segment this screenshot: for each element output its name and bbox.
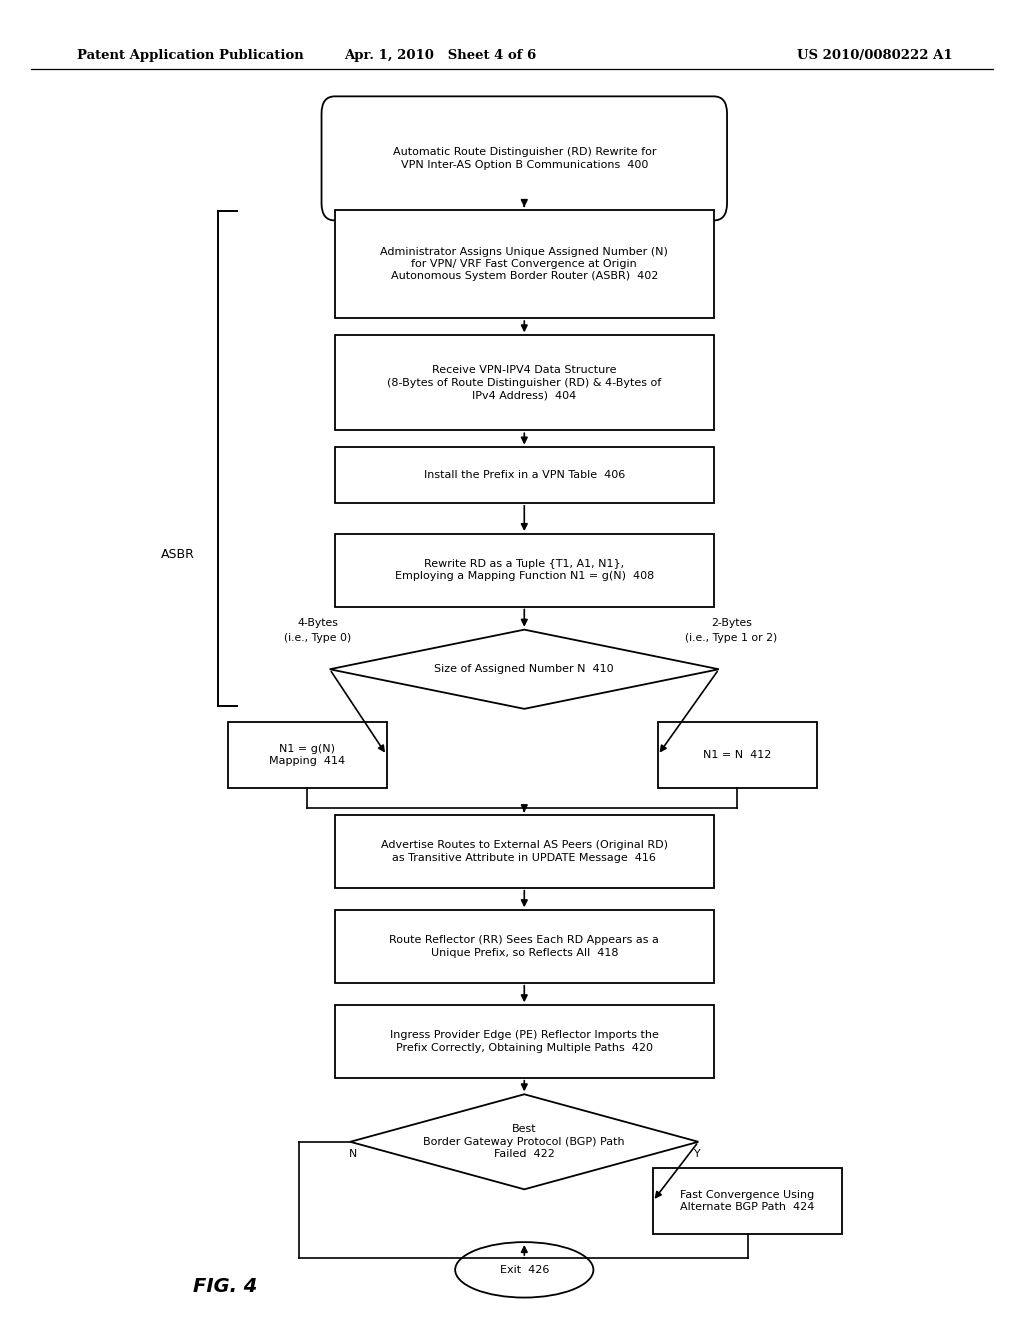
- Text: Ingress Provider Edge (PE) Reflector Imports the
Prefix Correctly, Obtaining Mul: Ingress Provider Edge (PE) Reflector Imp…: [390, 1031, 658, 1052]
- Text: Best
Border Gateway Protocol (BGP) Path
Failed  422: Best Border Gateway Protocol (BGP) Path …: [424, 1125, 625, 1159]
- Text: ASBR: ASBR: [161, 548, 195, 561]
- Text: Receive VPN-IPV4 Data Structure
(8-Bytes of Route Distinguisher (RD) & 4-Bytes o: Receive VPN-IPV4 Data Structure (8-Bytes…: [387, 366, 662, 400]
- Bar: [335, 210, 714, 318]
- Text: N1 = g(N)
Mapping  414: N1 = g(N) Mapping 414: [269, 744, 345, 766]
- Text: Apr. 1, 2010   Sheet 4 of 6: Apr. 1, 2010 Sheet 4 of 6: [344, 49, 537, 62]
- Text: Y: Y: [693, 1148, 699, 1159]
- Text: Install the Prefix in a VPN Table  406: Install the Prefix in a VPN Table 406: [424, 470, 625, 480]
- Text: Size of Assigned Number N  410: Size of Assigned Number N 410: [434, 664, 614, 675]
- Text: (i.e., Type 0): (i.e., Type 0): [284, 632, 351, 643]
- Text: Fast Convergence Using
Alternate BGP Path  424: Fast Convergence Using Alternate BGP Pat…: [680, 1191, 815, 1212]
- Bar: [335, 1006, 714, 1077]
- Text: FIG. 4: FIG. 4: [194, 1278, 257, 1296]
- Bar: [335, 911, 714, 982]
- Text: Advertise Routes to External AS Peers (Original RD)
as Transitive Attribute in U: Advertise Routes to External AS Peers (O…: [381, 841, 668, 862]
- Ellipse shape: [455, 1242, 594, 1298]
- Text: N1 = N  412: N1 = N 412: [703, 750, 771, 760]
- Bar: [335, 335, 714, 430]
- Text: Route Reflector (RR) Sees Each RD Appears as a
Unique Prefix, so Reflects All  4: Route Reflector (RR) Sees Each RD Appear…: [389, 936, 659, 957]
- Polygon shape: [350, 1094, 698, 1189]
- Bar: [335, 814, 714, 888]
- Text: Exit  426: Exit 426: [500, 1265, 549, 1275]
- Text: US 2010/0080222 A1: US 2010/0080222 A1: [797, 49, 952, 62]
- Text: Automatic Route Distinguisher (RD) Rewrite for
VPN Inter-AS Option B Communicati: Automatic Route Distinguisher (RD) Rewri…: [392, 148, 656, 169]
- Text: 2-Bytes: 2-Bytes: [711, 618, 752, 628]
- Text: (i.e., Type 1 or 2): (i.e., Type 1 or 2): [685, 632, 777, 643]
- Text: Administrator Assigns Unique Assigned Number (N)
for VPN/ VRF Fast Convergence a: Administrator Assigns Unique Assigned Nu…: [380, 247, 669, 281]
- Text: Rewrite RD as a Tuple {T1, A1, N1},
Employing a Mapping Function N1 = g(N)  408: Rewrite RD as a Tuple {T1, A1, N1}, Empl…: [394, 560, 654, 581]
- FancyBboxPatch shape: [322, 96, 727, 220]
- Polygon shape: [330, 630, 719, 709]
- Bar: [335, 535, 714, 607]
- Bar: [653, 1168, 842, 1234]
- Text: Patent Application Publication: Patent Application Publication: [77, 49, 303, 62]
- Text: 4-Bytes: 4-Bytes: [297, 618, 338, 628]
- Bar: [657, 722, 817, 788]
- Bar: [227, 722, 386, 788]
- Bar: [335, 447, 714, 503]
- Text: N: N: [349, 1148, 357, 1159]
